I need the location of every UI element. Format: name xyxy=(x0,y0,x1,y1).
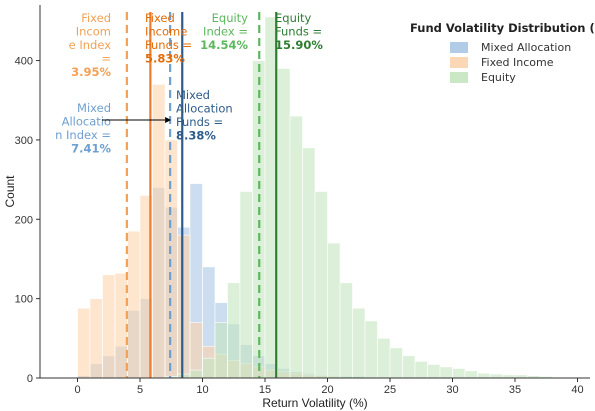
histogram-bar xyxy=(102,274,116,379)
histogram-bar xyxy=(114,272,128,379)
histogram-bar xyxy=(164,139,178,379)
annotation-line: Index = xyxy=(203,25,248,39)
annotation-arrow-head xyxy=(165,117,172,123)
histogram-bar xyxy=(414,361,428,379)
y-tick-label: 400 xyxy=(15,56,33,68)
annotation-line: Allocatio xyxy=(62,115,111,129)
histogram-bars xyxy=(77,16,578,379)
legend-title: Fund Volatility Distribution (bars) xyxy=(410,21,595,35)
histogram-bar xyxy=(464,370,478,379)
histogram-bar xyxy=(439,366,453,379)
legend-entry-label: Fixed Income xyxy=(481,56,554,69)
histogram-bar xyxy=(177,373,191,379)
histogram-bar xyxy=(452,368,466,379)
annotation-line: Funds = xyxy=(145,38,192,52)
legend-entry-label: Equity xyxy=(481,71,516,84)
histogram-bar xyxy=(327,242,341,379)
histogram-bar xyxy=(389,347,403,379)
histogram-bar xyxy=(489,373,503,379)
legend-swatch xyxy=(450,42,468,53)
reference-lines xyxy=(125,12,278,378)
histogram-bar xyxy=(302,147,316,379)
series-equity xyxy=(164,16,578,379)
annotation-value: 8.38% xyxy=(176,129,216,143)
x-tick-label: 25 xyxy=(384,384,396,396)
annotation-value: 3.95% xyxy=(71,65,111,79)
annotation-line: Funds = xyxy=(176,115,223,129)
x-tick-label: 15 xyxy=(259,384,271,396)
histogram-bar xyxy=(189,369,203,379)
annotation-line: Income xyxy=(145,25,187,39)
annotation-line: Equity xyxy=(275,11,312,25)
annotation-line: Mixed xyxy=(77,101,111,115)
histogram-bar xyxy=(277,68,291,379)
histogram-bar xyxy=(239,191,253,379)
histogram-bar xyxy=(214,322,228,379)
annotation-line: Mixed xyxy=(176,88,210,102)
annotation-label: Fixed Income Funds = 5.83% xyxy=(145,11,192,66)
histogram-bar xyxy=(227,282,241,379)
y-tick-label: 300 xyxy=(15,135,33,147)
x-tick-label: 35 xyxy=(509,384,521,396)
x-tick-label: 0 xyxy=(74,384,80,396)
histogram-bar xyxy=(127,230,141,379)
annotation-label: Mixed Allocation Funds = 8.38% xyxy=(176,88,233,143)
histogram-bar xyxy=(89,298,103,379)
x-tick-label: 20 xyxy=(321,384,333,396)
histogram-bar xyxy=(152,84,166,379)
x-tick-label: 10 xyxy=(196,384,208,396)
y-tick-label: 100 xyxy=(15,294,33,306)
x-axis-ticks: 0 5 10 15 20 25 30 35 40 xyxy=(74,378,584,396)
histogram-bar xyxy=(352,307,366,379)
histogram-bar xyxy=(77,307,91,379)
histogram-bar xyxy=(377,338,391,379)
legend-swatch xyxy=(450,57,468,68)
annotation-value: 7.41% xyxy=(71,142,111,156)
annotation-value: 5.83% xyxy=(145,52,185,66)
y-tick-label: 200 xyxy=(15,214,33,226)
annotation-line: e Index xyxy=(69,38,112,52)
annotation-line: Equity xyxy=(212,11,249,25)
histogram-bar xyxy=(202,357,216,379)
annotation-line: Incom xyxy=(76,25,111,39)
x-tick-label: 40 xyxy=(571,384,583,396)
annotation-value: 14.54% xyxy=(200,38,248,52)
annotation-line: = xyxy=(101,52,111,66)
legend-swatch xyxy=(450,72,468,83)
annotation-line: Fixed xyxy=(145,11,175,25)
annotation-value: 15.90% xyxy=(275,38,323,52)
histogram-bar xyxy=(477,372,491,379)
annotation-label: Equity Index = 14.54% xyxy=(200,11,248,52)
legend-entry-label: Mixed Allocation xyxy=(481,41,571,54)
histogram-bar xyxy=(289,115,303,379)
x-tick-label: 5 xyxy=(137,384,143,396)
histogram-bar xyxy=(189,322,203,379)
histogram-bar xyxy=(427,364,441,379)
annotation-line: Fixed xyxy=(81,11,111,25)
annotation-line: Allocation xyxy=(176,102,233,116)
annotation-line: n Index = xyxy=(55,128,111,142)
x-axis-label: Return Volatility (%) xyxy=(262,396,367,410)
y-axis-ticks: 0 100 200 300 400 xyxy=(15,56,40,385)
x-tick-label: 30 xyxy=(446,384,458,396)
histogram-bar xyxy=(364,320,378,379)
histogram-bar xyxy=(402,355,416,379)
legend: Fund Volatility Distribution (bars) Mixe… xyxy=(410,21,595,84)
annotation-label: Mixed Allocatio n Index = 7.41% xyxy=(55,101,111,156)
annotation-label: Fixed Incom e Index = 3.95% xyxy=(69,11,112,79)
y-axis-label: Count xyxy=(3,175,17,208)
annotation-label: Equity Funds = 15.90% xyxy=(275,11,323,52)
reference-line-annotations: Fixed Incom e Index = 3.95%Fixed Income Funds … xyxy=(55,11,323,156)
y-tick-label: 0 xyxy=(27,373,33,385)
legend-items: Mixed Allocation Fixed Income Equity xyxy=(450,41,571,84)
histogram-bar xyxy=(314,191,328,379)
histogram-bar xyxy=(339,282,353,379)
histogram-bar xyxy=(177,234,191,379)
annotation-line: Funds = xyxy=(275,25,322,39)
